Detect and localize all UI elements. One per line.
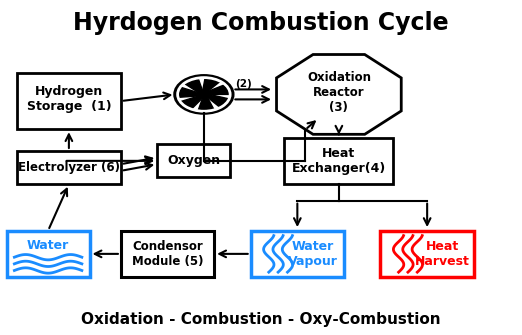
Bar: [157, 144, 230, 178]
Text: Water: Water: [27, 239, 69, 252]
Text: Hyrdogen Combustion Cycle: Hyrdogen Combustion Cycle: [73, 11, 449, 36]
Bar: [17, 73, 121, 129]
Bar: [284, 138, 394, 184]
Polygon shape: [185, 79, 203, 93]
Text: (2): (2): [235, 79, 252, 89]
Polygon shape: [207, 94, 228, 107]
Text: Electrolyzer (6): Electrolyzer (6): [18, 161, 120, 174]
Polygon shape: [181, 96, 203, 109]
Polygon shape: [203, 78, 220, 92]
Polygon shape: [207, 85, 229, 94]
Polygon shape: [179, 87, 199, 97]
Text: Water
Vapour: Water Vapour: [288, 240, 338, 268]
Circle shape: [199, 91, 209, 98]
Text: Oxidation - Combustion - Oxy-Combustion: Oxidation - Combustion - Oxy-Combustion: [81, 312, 441, 327]
Bar: [7, 230, 90, 277]
Circle shape: [175, 76, 232, 113]
Bar: [381, 230, 474, 277]
Bar: [251, 230, 344, 277]
Text: Heat
Exchanger(4): Heat Exchanger(4): [292, 147, 386, 175]
Bar: [121, 230, 214, 277]
Text: Oxidation
Reactor
(3): Oxidation Reactor (3): [307, 71, 371, 114]
Polygon shape: [277, 55, 401, 134]
Polygon shape: [198, 97, 214, 111]
Bar: [17, 151, 121, 184]
Text: Condensor
Module (5): Condensor Module (5): [132, 240, 203, 268]
Text: Heat
Harvest: Heat Harvest: [416, 240, 470, 268]
Text: Oxygen: Oxygen: [167, 154, 220, 168]
Text: Hydrogen
Storage  (1): Hydrogen Storage (1): [27, 85, 111, 113]
